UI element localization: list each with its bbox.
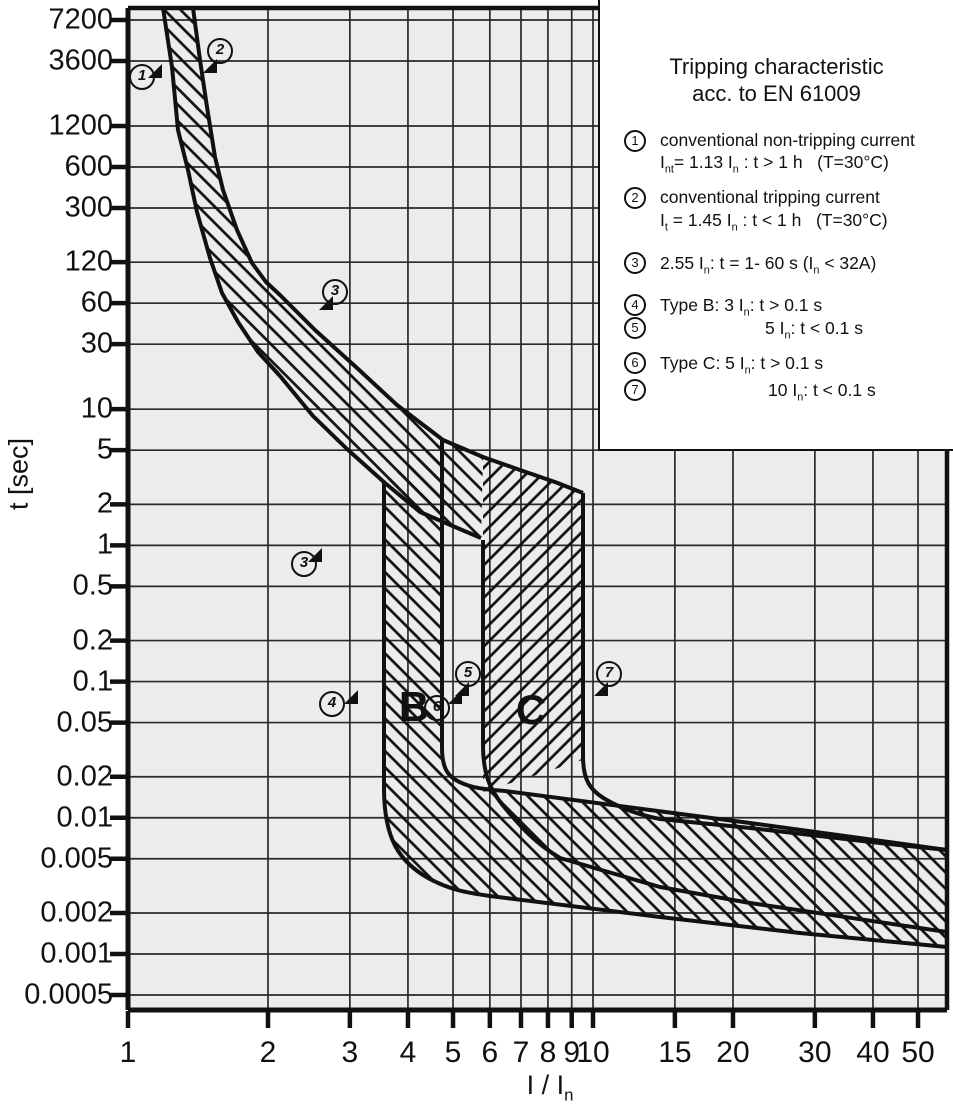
x-tick-label: 3 (341, 1036, 359, 1069)
x-tick-label: 7 (512, 1036, 530, 1069)
y-tick-label: 0.001 (40, 937, 113, 970)
band-fill-type_b (384, 440, 947, 947)
curve-marker-3: 3 (291, 551, 317, 577)
x-tick-label: 9 (563, 1036, 581, 1069)
x-tick-label: 4 (399, 1036, 417, 1069)
band-curve-curve1 (161, 7, 482, 540)
curve-marker-wedge-4 (344, 690, 358, 704)
curve-marker-6: 6 (424, 695, 450, 721)
x-axis-title: I / In (526, 1070, 574, 1105)
x-tick-label: 10 (576, 1036, 610, 1069)
band-letter-C: C (515, 686, 547, 733)
x-tick-label: 20 (716, 1036, 750, 1069)
x-tick-label: 50 (901, 1036, 935, 1069)
band-curve-c_left (481, 540, 948, 934)
y-tick-label: 120 (64, 245, 113, 278)
legend-title-line-2: acc. to EN 61009 (692, 81, 861, 106)
legend-item-7-line-1: 10 In: t < 0.1 s (768, 380, 876, 404)
y-tick-label: 0.1 (72, 665, 113, 698)
y-axis-title: t [sec] (3, 437, 34, 511)
y-tick-label: 5 (96, 433, 113, 466)
band-curve-b_right (440, 440, 948, 852)
x-tick-label: 30 (798, 1036, 832, 1069)
legend-title-line-1: Tripping characteristic (669, 54, 884, 79)
legend-item-2-number: 2 (624, 187, 646, 209)
y-tick-label: 2 (96, 487, 113, 520)
legend-item-5-line-1: 5 In: t < 0.1 s (765, 318, 863, 342)
curve-marker-7: 7 (596, 661, 622, 687)
x-tick-label: 8 (539, 1036, 557, 1069)
legend-item-2-line-2: It = 1.45 In : t < 1 h (T=30°C) (660, 210, 888, 234)
legend-item-1-line-1: conventional non-tripping current (660, 130, 915, 150)
curve-marker-5: 5 (455, 661, 481, 687)
band-curve-curve2 (191, 7, 584, 495)
legend-item-1-line-2: Int= 1.13 In : t > 1 h (T=30°C) (660, 152, 889, 176)
legend-item-6-line-1: Type C: 5 In: t > 0.1 s (660, 353, 824, 377)
y-tick-label: 0.2 (72, 624, 113, 657)
x-tick-label: 6 (481, 1036, 499, 1069)
legend-item-1-number: 1 (624, 130, 646, 152)
legend-box: Tripping characteristic acc. to EN 61009… (598, 0, 953, 451)
x-tick-label: 5 (444, 1036, 462, 1069)
curve-marker-2: 2 (207, 38, 233, 64)
y-tick-label: 30 (80, 327, 113, 360)
band-curve-b_left (382, 482, 948, 949)
x-tick-label: 1 (119, 1036, 137, 1069)
band-fill-thermal (163, 8, 483, 538)
y-tick-label: 60 (80, 286, 113, 319)
y-tick-label: 10 (80, 392, 113, 425)
y-tick-label: 0.002 (40, 896, 113, 929)
curve-marker-3: 3 (322, 279, 348, 305)
y-tick-label: 0.05 (56, 706, 113, 739)
y-tick-label: 1200 (48, 109, 113, 142)
y-tick-label: 0.5 (72, 569, 113, 602)
legend-item-2-line-1: conventional tripping current (660, 187, 880, 207)
x-tick-label: 2 (259, 1036, 277, 1069)
curve-marker-4: 4 (319, 691, 345, 717)
band-curve-c_right (581, 493, 948, 852)
curve-marker-1: 1 (129, 64, 155, 90)
legend-item-4-number: 4 (624, 294, 646, 316)
y-tick-label: 0.02 (56, 760, 113, 793)
y-tick-label: 7200 (48, 3, 113, 36)
legend-item-5-number: 5 (624, 317, 646, 339)
legend-item-3-line-1: 2.55 In: t = 1- 60 s (In < 32A) (660, 253, 877, 277)
y-tick-label: 0.01 (56, 801, 113, 834)
y-tick-label: 300 (64, 191, 113, 224)
legend-item-6-number: 6 (624, 352, 646, 374)
x-tick-label: 40 (856, 1036, 890, 1069)
x-tick-label: 15 (658, 1036, 692, 1069)
band-fill-type_c_vertical (483, 457, 583, 792)
legend-item-7-number: 7 (624, 379, 646, 401)
y-tick-label: 600 (64, 150, 113, 183)
legend-item-3-number: 3 (624, 252, 646, 274)
y-tick-label: 0.0005 (24, 978, 113, 1011)
legend-item-4-line-1: Type B: 3 In: t > 0.1 s (660, 295, 823, 319)
y-tick-label: 0.005 (40, 842, 113, 875)
curve-marker-wedge-6 (448, 690, 462, 704)
y-tick-label: 1 (96, 528, 113, 561)
band-letter-B: B (398, 683, 430, 730)
y-tick-label: 3600 (48, 44, 113, 77)
